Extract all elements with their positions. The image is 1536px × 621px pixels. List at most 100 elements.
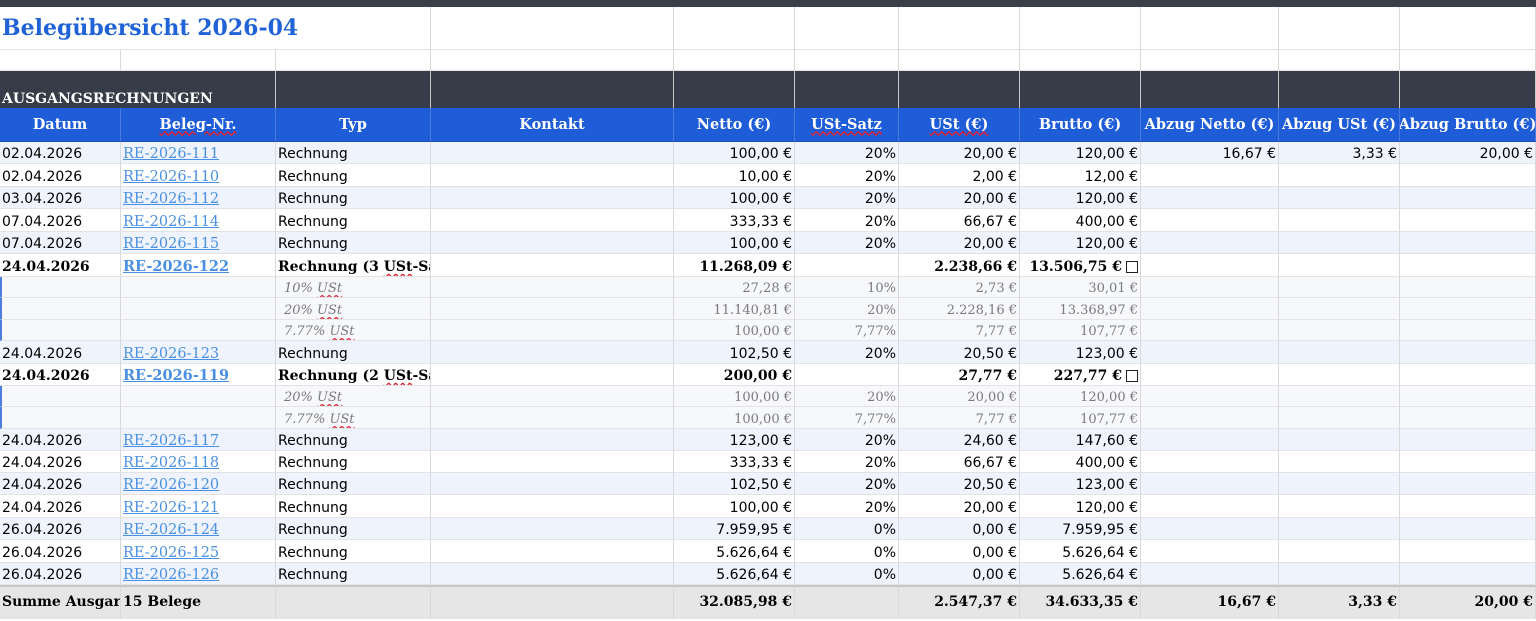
cell-ust-satz[interactable]: 0% xyxy=(795,540,899,563)
cell-netto[interactable]: 100,00 € xyxy=(674,495,795,518)
empty-cell[interactable] xyxy=(1400,50,1536,71)
cell-abzug-netto[interactable] xyxy=(1141,364,1279,386)
cell-typ[interactable]: Rechnung xyxy=(276,232,431,254)
invoice-link[interactable]: RE-2026-114 xyxy=(123,214,220,230)
empty-cell[interactable] xyxy=(1141,298,1279,320)
cell-netto[interactable]: 5.626,64 € xyxy=(674,540,795,563)
empty-cell[interactable] xyxy=(0,407,121,429)
cell-abzug-brutto[interactable] xyxy=(1400,563,1536,585)
cell-abzug-brutto[interactable] xyxy=(1400,187,1536,209)
cell-abzug-netto[interactable] xyxy=(1141,341,1279,364)
cell-typ[interactable]: Rechnung xyxy=(276,429,431,451)
cell-ust-satz[interactable]: 20% xyxy=(795,164,899,187)
empty-cell[interactable] xyxy=(1020,7,1141,50)
cell-abzug-netto[interactable] xyxy=(1141,254,1279,277)
invoice-link[interactable]: RE-2026-124 xyxy=(123,522,220,538)
cell-kontakt[interactable] xyxy=(431,451,674,473)
cell-typ[interactable]: Rechnung xyxy=(276,187,431,209)
cell-brutto[interactable]: 120,00 € xyxy=(1020,232,1141,254)
cell-abzug-brutto[interactable] xyxy=(1400,232,1536,254)
cell-netto[interactable]: 10,00 € xyxy=(674,164,795,187)
empty-cell[interactable] xyxy=(121,320,276,341)
summary-brutto[interactable]: 34.633,35 € xyxy=(1020,585,1141,619)
section-cell[interactable] xyxy=(795,71,899,108)
empty-cell[interactable] xyxy=(1279,7,1400,50)
empty-cell[interactable] xyxy=(1279,298,1400,320)
cell-netto[interactable]: 100,00 € xyxy=(674,142,795,164)
empty-cell[interactable] xyxy=(121,407,276,429)
cell-datum[interactable]: 07.04.2026 xyxy=(0,209,121,232)
empty-cell[interactable] xyxy=(0,320,121,341)
cell-abzug-brutto[interactable] xyxy=(1400,209,1536,232)
cell-abzug-ust[interactable] xyxy=(1279,473,1400,495)
cell-typ[interactable]: Rechnung (2 USt-Sätze) xyxy=(276,364,431,386)
cell-datum[interactable]: 02.04.2026 xyxy=(0,142,121,164)
cell-kontakt[interactable] xyxy=(431,232,674,254)
cell-beleg-nr[interactable]: RE-2026-120 xyxy=(121,473,276,495)
cell-ust[interactable]: 2,00 € xyxy=(899,164,1020,187)
header-datum[interactable]: Datum xyxy=(0,108,121,142)
cell-ust-satz[interactable]: 20% xyxy=(795,386,899,407)
header-kontakt[interactable]: Kontakt xyxy=(431,108,674,142)
cell-ust-satz[interactable]: 20% xyxy=(795,298,899,320)
cell-netto[interactable]: 100,00 € xyxy=(674,320,795,341)
cell-kontakt[interactable] xyxy=(431,518,674,540)
empty-cell[interactable] xyxy=(121,298,276,320)
cell-abzug-netto[interactable]: 16,67 € xyxy=(1141,142,1279,164)
cell-beleg-nr[interactable]: RE-2026-122 xyxy=(121,254,276,277)
cell-ust-satz[interactable]: 20% xyxy=(795,209,899,232)
cell-kontakt[interactable] xyxy=(431,563,674,585)
cell-abzug-netto[interactable] xyxy=(1141,429,1279,451)
empty-cell[interactable] xyxy=(1400,298,1536,320)
cell-netto[interactable]: 333,33 € xyxy=(674,451,795,473)
cell-ust[interactable]: 20,50 € xyxy=(899,473,1020,495)
cell-beleg-nr[interactable]: RE-2026-121 xyxy=(121,495,276,518)
cell-kontakt[interactable] xyxy=(431,429,674,451)
cell-brutto[interactable]: 123,00 € xyxy=(1020,473,1141,495)
cell-ust-satz[interactable]: 0% xyxy=(795,563,899,585)
cell-brutto[interactable]: 13.368,97 € xyxy=(1020,298,1141,320)
empty-cell[interactable] xyxy=(0,298,121,320)
cell-datum[interactable]: 24.04.2026 xyxy=(0,364,121,386)
empty-cell[interactable] xyxy=(674,7,795,50)
empty-cell[interactable] xyxy=(899,50,1020,71)
cell-kontakt[interactable] xyxy=(431,364,674,386)
cell-brutto[interactable]: 5.626,64 € xyxy=(1020,563,1141,585)
empty-cell[interactable] xyxy=(1279,386,1400,407)
cell-ust-satz[interactable]: 20% xyxy=(795,187,899,209)
summary-label[interactable]: Summe Ausgar xyxy=(0,585,121,619)
cell-ust[interactable]: 2.238,66 € xyxy=(899,254,1020,277)
cell-ust[interactable]: 0,00 € xyxy=(899,563,1020,585)
invoice-link[interactable]: RE-2026-125 xyxy=(123,545,220,561)
cell-abzug-brutto[interactable] xyxy=(1400,164,1536,187)
cell-netto[interactable]: 5.626,64 € xyxy=(674,563,795,585)
section-cell[interactable] xyxy=(1400,71,1536,108)
empty-cell[interactable] xyxy=(1400,407,1536,429)
cell-netto[interactable]: 100,00 € xyxy=(674,232,795,254)
empty-cell[interactable] xyxy=(431,386,674,407)
cell-ust-satz[interactable]: 20% xyxy=(795,495,899,518)
empty-cell[interactable] xyxy=(1279,277,1400,298)
split-checkbox[interactable] xyxy=(1126,261,1138,273)
cell-ust[interactable]: 20,00 € xyxy=(899,386,1020,407)
empty-cell[interactable] xyxy=(1141,7,1279,50)
summary-count[interactable]: 15 Belege xyxy=(121,585,276,619)
cell-abzug-ust[interactable] xyxy=(1279,451,1400,473)
invoice-link[interactable]: RE-2026-115 xyxy=(123,236,220,252)
cell-typ[interactable]: Rechnung xyxy=(276,518,431,540)
cell-datum[interactable]: 24.04.2026 xyxy=(0,495,121,518)
cell-abzug-brutto[interactable] xyxy=(1400,364,1536,386)
cell-ust-satz[interactable]: 20% xyxy=(795,451,899,473)
summary-netto[interactable]: 32.085,98 € xyxy=(674,585,795,619)
cell-ust-satz[interactable]: 20% xyxy=(795,429,899,451)
invoice-link[interactable]: RE-2026-111 xyxy=(123,146,220,162)
cell-netto[interactable]: 100,00 € xyxy=(674,407,795,429)
summary-empty[interactable] xyxy=(276,585,431,619)
cell-ust-satz[interactable] xyxy=(795,364,899,386)
empty-cell[interactable] xyxy=(1279,407,1400,429)
cell-brutto[interactable]: 227,77 € xyxy=(1020,364,1141,386)
invoice-link[interactable]: RE-2026-112 xyxy=(123,191,220,207)
cell-brutto[interactable]: 13.506,75 € xyxy=(1020,254,1141,277)
cell-abzug-ust[interactable] xyxy=(1279,563,1400,585)
empty-cell[interactable] xyxy=(0,277,121,298)
